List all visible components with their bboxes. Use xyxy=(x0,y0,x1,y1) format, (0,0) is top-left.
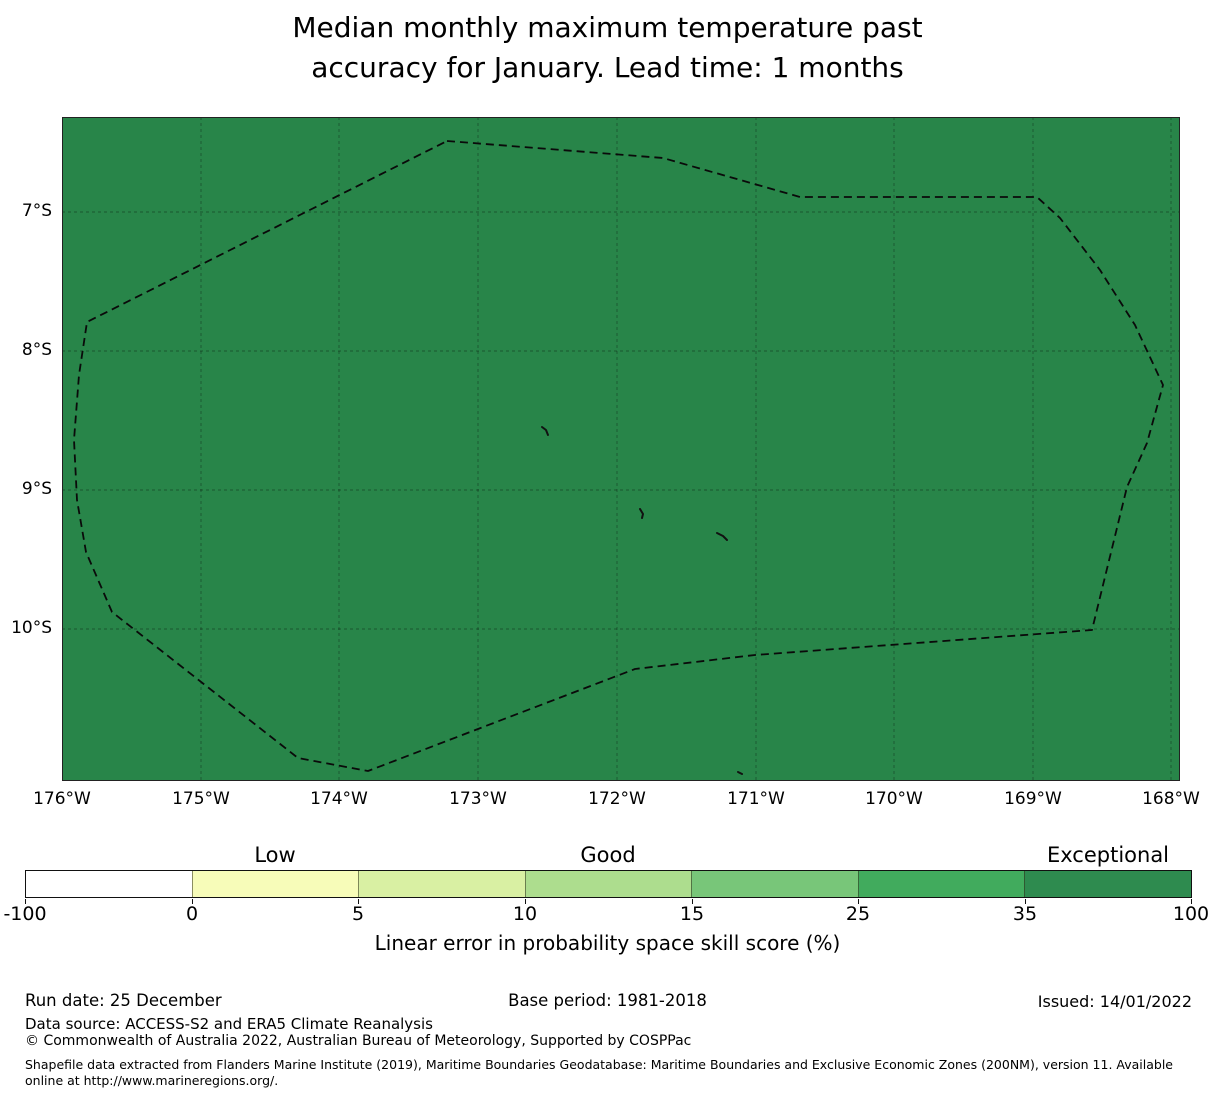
colorbar-tick-label: 10 xyxy=(512,903,538,925)
shapefile-note-text: Shapefile data extracted from Flanders M… xyxy=(25,1057,1173,1088)
chart-title-line2: accuracy for January. Lead time: 1 month… xyxy=(311,51,904,84)
colorbar-tick-label: 25 xyxy=(845,903,871,925)
lon-tick-label: 175°W xyxy=(172,789,230,809)
map-frame xyxy=(62,117,1180,781)
base-period-text: Base period: 1981-2018 xyxy=(508,991,707,1010)
colorbar-category-label: Good xyxy=(580,843,636,867)
colorbar xyxy=(25,870,1192,898)
colorbar-segment xyxy=(191,871,359,897)
lon-tick-label: 170°W xyxy=(865,789,923,809)
run-date-text: Run date: 25 December xyxy=(25,991,222,1010)
colorbar-tick xyxy=(692,899,693,904)
issued-text: Issued: 14/01/2022 xyxy=(1037,992,1192,1011)
colorbar-category-label: Low xyxy=(254,843,296,867)
lon-tick-label: 171°W xyxy=(727,789,785,809)
colorbar-tick-label: -100 xyxy=(3,903,47,925)
lon-tick-label: 169°W xyxy=(1004,789,1062,809)
colorbar-tick xyxy=(358,899,359,904)
data-source-text: Data source: ACCESS-S2 and ERA5 Climate … xyxy=(25,1015,433,1033)
colorbar-tick-label: 5 xyxy=(351,903,365,925)
map-plot xyxy=(62,117,1180,781)
colorbar-tick xyxy=(192,899,193,904)
lon-tick-label: 174°W xyxy=(310,789,368,809)
lon-tick-label: 176°W xyxy=(33,789,91,809)
colorbar-axis-label: Linear error in probability space skill … xyxy=(374,931,841,955)
lon-tick-label: 172°W xyxy=(588,789,646,809)
colorbar-category-label: Exceptional xyxy=(1046,843,1170,867)
colorbar-tick xyxy=(25,899,26,904)
colorbar-segment xyxy=(358,871,525,897)
colorbar-tick-label: 0 xyxy=(185,903,199,925)
colorbar-tick-label: 35 xyxy=(1012,903,1038,925)
colorbar-segment xyxy=(857,871,1025,897)
islands-layer xyxy=(541,426,743,775)
colorbar-tick-label: 100 xyxy=(1172,903,1210,925)
eez-boundary xyxy=(73,140,1164,772)
island-mark xyxy=(639,508,644,519)
colorbar-tick-label: 15 xyxy=(679,903,705,925)
map-background xyxy=(62,117,1180,781)
colorbar-tick xyxy=(858,899,859,904)
island-mark xyxy=(541,426,549,436)
lat-tick-label: 7°S xyxy=(21,201,52,221)
lon-tick-label: 168°W xyxy=(1142,789,1200,809)
lat-tick-label: 9°S xyxy=(21,479,52,499)
chart-title: Median monthly maximum temperature past … xyxy=(0,8,1215,88)
island-mark xyxy=(716,532,728,541)
chart-title-line1: Median monthly maximum temperature past xyxy=(292,11,923,44)
colorbar-segment xyxy=(524,871,692,897)
colorbar-segment xyxy=(1024,871,1192,897)
colorbar-tick xyxy=(1025,899,1026,904)
copyright-text: © Commonwealth of Australia 2022, Austra… xyxy=(25,1033,692,1049)
lat-tick-label: 8°S xyxy=(21,340,52,360)
island-mark xyxy=(737,771,743,775)
map-gridlines xyxy=(62,117,1180,781)
colorbar-tick xyxy=(525,899,526,904)
lat-tick-label: 10°S xyxy=(11,618,52,638)
colorbar-segment xyxy=(26,871,192,897)
colorbar-segment xyxy=(691,871,858,897)
colorbar-tick xyxy=(1191,899,1192,904)
lon-tick-label: 173°W xyxy=(449,789,507,809)
